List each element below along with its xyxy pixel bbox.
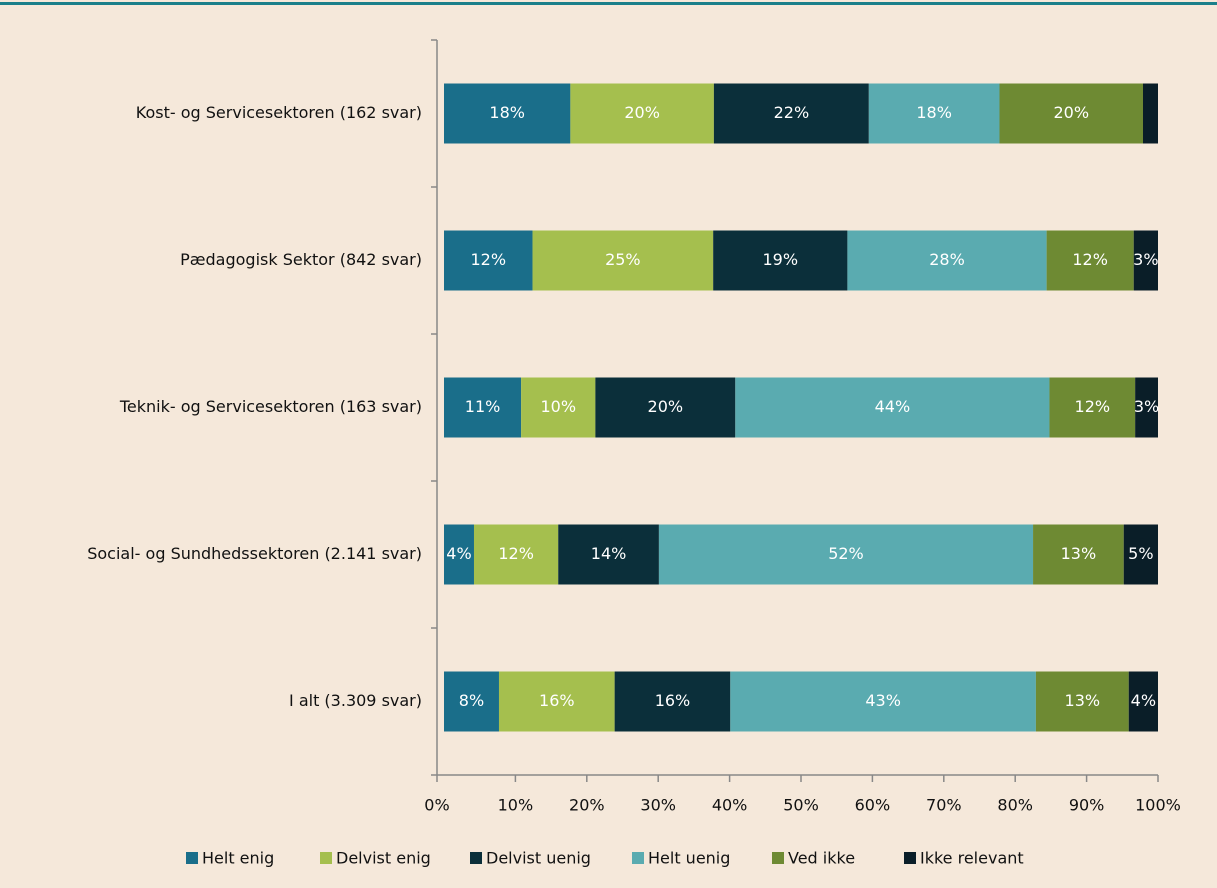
data-label: 5% bbox=[1128, 544, 1153, 563]
bar-segment bbox=[713, 83, 869, 144]
bar-segment bbox=[1123, 524, 1158, 585]
bar-segment bbox=[868, 83, 1000, 144]
data-label: 13% bbox=[1061, 544, 1097, 563]
legend-label: Helt uenig bbox=[648, 849, 730, 868]
legend-label: Ikke relevant bbox=[920, 849, 1024, 868]
category-label: Pædagogisk Sektor (842 svar) bbox=[180, 250, 422, 269]
data-label: 43% bbox=[865, 691, 901, 710]
bar-segment bbox=[444, 230, 533, 291]
bar-segment bbox=[1135, 377, 1158, 438]
x-tick-label: 60% bbox=[855, 796, 891, 815]
bar-segment bbox=[999, 83, 1144, 144]
bar-segment bbox=[1046, 230, 1134, 291]
x-tick-label: 30% bbox=[640, 796, 676, 815]
bar-segment bbox=[730, 671, 1036, 732]
data-label: 20% bbox=[624, 103, 660, 122]
bar-segment bbox=[595, 377, 736, 438]
data-label: 44% bbox=[875, 397, 911, 416]
bar-segment bbox=[658, 524, 1034, 585]
legend-swatch bbox=[186, 852, 198, 864]
bar-segment bbox=[444, 83, 571, 144]
bar-segment bbox=[847, 230, 1047, 291]
x-tick-label: 0% bbox=[424, 796, 449, 815]
legend-label: Ved ikke bbox=[788, 849, 855, 868]
data-label: 18% bbox=[916, 103, 952, 122]
legend-label: Delvist uenig bbox=[486, 849, 591, 868]
data-label: 13% bbox=[1065, 691, 1101, 710]
data-label: 20% bbox=[1053, 103, 1089, 122]
bar-segment bbox=[1033, 524, 1124, 585]
bar-segment bbox=[1133, 230, 1158, 291]
bar-segment bbox=[1049, 377, 1136, 438]
x-tick-label: 100% bbox=[1135, 796, 1181, 815]
bar-segment bbox=[498, 671, 615, 732]
data-label: 12% bbox=[498, 544, 534, 563]
bar-segment bbox=[1035, 671, 1129, 732]
legend-swatch bbox=[470, 852, 482, 864]
x-tick-label: 50% bbox=[783, 796, 819, 815]
data-label: 4% bbox=[446, 544, 471, 563]
data-label: 20% bbox=[648, 397, 684, 416]
top-rule bbox=[0, 2, 1217, 5]
data-label: 14% bbox=[591, 544, 627, 563]
bar-segment bbox=[614, 671, 731, 732]
category-label: Social- og Sundhedssektoren (2.141 svar) bbox=[87, 544, 422, 563]
data-label: 19% bbox=[763, 250, 799, 269]
bar-segment bbox=[473, 524, 559, 585]
bar-segment bbox=[1128, 671, 1158, 732]
x-tick-label: 40% bbox=[712, 796, 748, 815]
data-label: 16% bbox=[539, 691, 575, 710]
legend-label: Helt enig bbox=[202, 849, 274, 868]
x-tick-label: 80% bbox=[997, 796, 1033, 815]
data-label: 10% bbox=[540, 397, 576, 416]
bar-segment bbox=[558, 524, 659, 585]
data-label: 52% bbox=[828, 544, 864, 563]
data-label: 25% bbox=[605, 250, 641, 269]
data-label: 3% bbox=[1134, 397, 1159, 416]
data-label: 16% bbox=[655, 691, 691, 710]
data-label: 18% bbox=[489, 103, 525, 122]
legend-swatch bbox=[772, 852, 784, 864]
legend-label: Delvist enig bbox=[336, 849, 431, 868]
category-label: Teknik- og Servicesektoren (163 svar) bbox=[119, 397, 422, 416]
bar-segment bbox=[444, 671, 499, 732]
category-label: Kost- og Servicesektoren (162 svar) bbox=[136, 103, 422, 122]
data-label: 12% bbox=[1075, 397, 1111, 416]
category-label: I alt (3.309 svar) bbox=[289, 691, 422, 710]
data-label: 3% bbox=[1133, 250, 1158, 269]
data-label: 11% bbox=[465, 397, 501, 416]
x-tick-label: 70% bbox=[926, 796, 962, 815]
legend-swatch bbox=[320, 852, 332, 864]
bar-segment bbox=[735, 377, 1050, 438]
bar-segment bbox=[444, 377, 522, 438]
legend-swatch bbox=[904, 852, 916, 864]
data-label: 12% bbox=[470, 250, 506, 269]
x-tick-label: 90% bbox=[1069, 796, 1105, 815]
bar-segment bbox=[570, 83, 714, 144]
data-label: 12% bbox=[1072, 250, 1108, 269]
data-label: 4% bbox=[1131, 691, 1156, 710]
data-label: 8% bbox=[459, 691, 484, 710]
bar-segment bbox=[1143, 83, 1158, 144]
x-tick-label: 10% bbox=[498, 796, 534, 815]
x-tick-label: 20% bbox=[569, 796, 605, 815]
bar-segment bbox=[521, 377, 596, 438]
bar-segment bbox=[532, 230, 714, 291]
bar-segment bbox=[713, 230, 848, 291]
data-label: 28% bbox=[929, 250, 965, 269]
legend-swatch bbox=[632, 852, 644, 864]
bar-segment bbox=[444, 524, 474, 585]
data-label: 22% bbox=[774, 103, 810, 122]
